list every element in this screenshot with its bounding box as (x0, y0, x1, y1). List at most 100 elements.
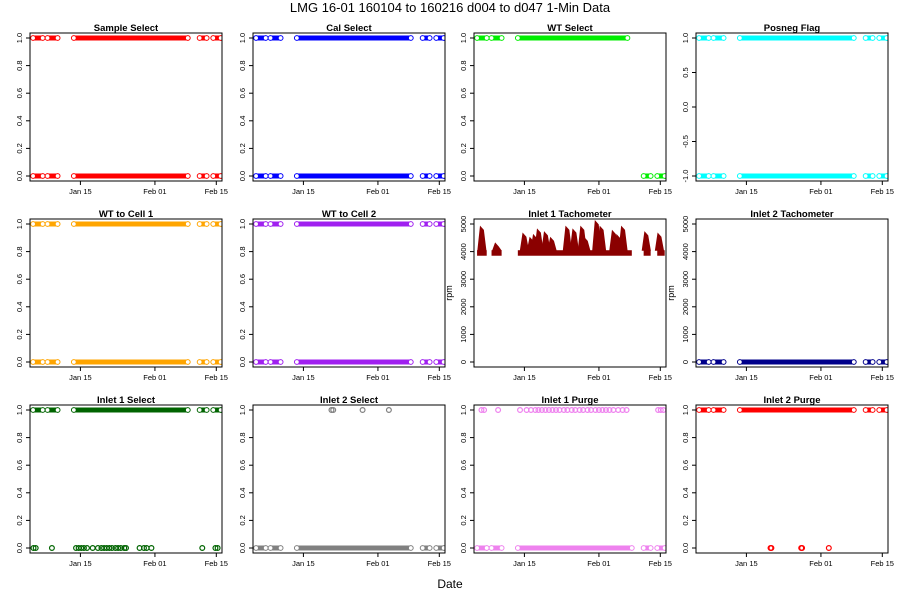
data-point (488, 35, 495, 41)
y-tick-label: 0.0 (15, 543, 24, 553)
data-point (869, 35, 876, 41)
data-point (538, 407, 545, 414)
plot-frame (695, 32, 889, 182)
data-point (108, 544, 115, 551)
data-point (606, 407, 613, 414)
panel-title: Inlet 1 Purge (541, 395, 598, 406)
data-point (599, 407, 606, 414)
plot-frame (695, 218, 889, 368)
data-point (196, 173, 203, 179)
data-point (568, 407, 575, 414)
data-point (799, 544, 806, 551)
data-point (89, 544, 96, 551)
y-tick-label: 0.2 (15, 515, 24, 525)
y-tick-label: 0.6 (15, 274, 24, 284)
data-layer (253, 407, 445, 551)
data-point (267, 545, 274, 551)
panel-5: WT to Cell 1 0.0 0.2 0.4 0.6 0.8 1.0 Jan 15 Feb … (15, 209, 228, 382)
panel-11: Inlet 1 Purge 0.0 0.2 0.4 0.6 0.8 1.0 Jan 15 Feb… (459, 395, 672, 568)
x-tick-label: Jan 15 (735, 559, 758, 568)
data-point (217, 407, 222, 413)
data-point (262, 35, 269, 41)
data-point (148, 544, 155, 551)
data-point (217, 173, 222, 179)
data-point (359, 407, 366, 414)
panel-title: WT to Cell 2 (322, 209, 376, 220)
x-tick-label: Jan 15 (292, 187, 315, 196)
data-point (203, 359, 210, 365)
x-tick-label: Feb 15 (871, 559, 894, 568)
data-point (78, 544, 85, 551)
data-point (696, 35, 702, 41)
x-tick-label: Feb 01 (143, 559, 166, 568)
data-point (862, 173, 869, 179)
panel-title: Cal Select (326, 23, 372, 34)
data-point (619, 407, 626, 414)
plot-frame (252, 32, 446, 182)
y-tick-label: 0.4 (15, 116, 24, 126)
x-tick-label: Feb 01 (143, 373, 166, 382)
data-point (210, 407, 217, 413)
data-point (876, 173, 883, 179)
data-point (419, 173, 426, 179)
data-point (623, 407, 630, 414)
data-point (478, 407, 485, 414)
data-point (426, 359, 433, 365)
y-tick-label: 0.0 (15, 171, 24, 181)
data-point (262, 545, 269, 551)
y-tick-label: 0 (459, 360, 468, 364)
x-tick-label: Feb 15 (428, 373, 451, 382)
data-point (736, 359, 743, 365)
y-tick-label: 0 (681, 360, 690, 364)
data-point (710, 35, 717, 41)
x-tick-label: Jan 15 (69, 187, 92, 196)
data-point (253, 221, 259, 227)
data-point (433, 359, 440, 365)
data-point (661, 545, 666, 551)
data-point (196, 35, 203, 41)
data-point (30, 35, 36, 41)
y-tick-label: 0.0 (238, 171, 247, 181)
data-point (440, 359, 445, 365)
tachometer-peak (581, 236, 591, 251)
data-point (32, 544, 39, 551)
x-tick-label: Jan 15 (513, 187, 536, 196)
data-point (705, 35, 712, 41)
y-tick-label: 0.4 (681, 488, 690, 498)
y-tick-label: 0.6 (15, 88, 24, 98)
plot-frame (29, 32, 223, 182)
x-tick-label: Feb 01 (366, 187, 389, 196)
data-point (184, 35, 191, 41)
data-point (647, 545, 654, 551)
data-point (203, 35, 210, 41)
baseline-band (517, 250, 632, 256)
data-point (647, 173, 654, 179)
data-point (293, 359, 300, 365)
data-point (440, 545, 445, 551)
y-tick-label: 0.0 (681, 543, 690, 553)
x-tick-label: Feb 15 (428, 187, 451, 196)
data-point (419, 221, 426, 227)
data-point (576, 407, 583, 414)
data-point (122, 544, 129, 551)
panel-title: Inlet 2 Select (320, 395, 379, 406)
x-tick-label: Jan 15 (735, 187, 758, 196)
data-point (869, 173, 876, 179)
panel-12: Inlet 2 Purge 0.0 0.2 0.4 0.6 0.8 1.0 Jan 15 Feb… (681, 395, 894, 568)
data-point (70, 35, 77, 41)
x-tick-label: Jan 15 (513, 559, 536, 568)
x-tick-label: Jan 15 (513, 373, 536, 382)
data-point (883, 173, 888, 179)
data-point (720, 407, 727, 413)
data-point (30, 544, 37, 551)
y-tick-label: 2000 (681, 298, 690, 315)
panel-6: WT to Cell 2 0.0 0.2 0.4 0.6 0.8 1.0 Jan 15 Feb … (238, 209, 451, 382)
y-tick-label: 0.2 (459, 143, 468, 153)
data-point (705, 359, 712, 365)
data-point (876, 359, 883, 365)
data-point (210, 359, 217, 365)
x-tick-label: Feb 01 (587, 559, 610, 568)
y-tick-label: 0.2 (238, 143, 247, 153)
panel-2: Cal Select 0.0 0.2 0.4 0.6 0.8 1.0 Jan 15 Feb 01… (238, 23, 451, 196)
